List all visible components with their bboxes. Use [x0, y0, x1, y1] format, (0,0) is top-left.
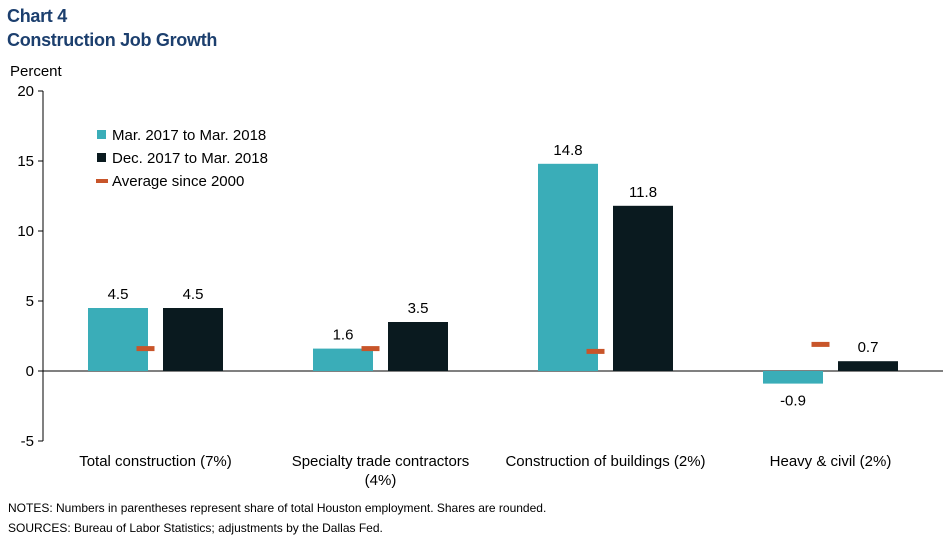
bar-series-1 [763, 371, 823, 384]
data-label: -0.9 [780, 393, 806, 410]
category-label: Heavy & civil (2%) [770, 453, 892, 470]
data-label: 1.6 [333, 327, 354, 344]
y-tick-label: 5 [26, 293, 34, 310]
data-label: 4.5 [183, 286, 204, 303]
data-label: 14.8 [553, 142, 582, 159]
average-marker [361, 346, 380, 352]
average-marker [811, 341, 830, 347]
data-label: 3.5 [408, 300, 429, 317]
bar-series-1 [313, 348, 373, 371]
bar-series-1 [538, 163, 598, 371]
bar-series-1 [88, 308, 148, 371]
chart-number: Chart 4 [7, 6, 67, 26]
y-tick-label: 0 [26, 363, 34, 380]
bar-series-2 [163, 308, 223, 371]
legend-label: Dec. 2017 to Mar. 2018 [112, 150, 268, 167]
legend-swatch-average [96, 179, 108, 183]
legend-swatch [97, 130, 106, 139]
category-label: (4%) [365, 472, 397, 489]
y-tick-label: 20 [17, 83, 34, 100]
data-label: 4.5 [108, 286, 129, 303]
legend-swatch [97, 153, 106, 162]
category-label: Total construction (7%) [79, 453, 232, 470]
average-marker [136, 346, 155, 352]
average-marker [586, 348, 605, 354]
y-tick-label: 15 [17, 153, 34, 170]
bar-series-2 [613, 205, 673, 371]
y-axis-label: Percent [10, 63, 62, 80]
legend-label: Mar. 2017 to Mar. 2018 [112, 127, 266, 144]
y-tick-label: -5 [21, 433, 34, 450]
notes-text: NOTES: Numbers in parentheses represent … [8, 501, 547, 515]
sources-text: SOURCES: Bureau of Labor Statistics; adj… [8, 521, 383, 535]
data-label: 11.8 [629, 184, 657, 201]
bar-series-2 [838, 361, 898, 371]
category-label: Construction of buildings (2%) [505, 453, 705, 470]
chart-title: Construction Job Growth [7, 30, 218, 50]
data-label: 0.7 [858, 339, 879, 356]
y-tick-label: 10 [17, 223, 34, 240]
bar-series-2 [388, 322, 448, 371]
category-label: Specialty trade contractors [292, 453, 470, 470]
legend-label: Average since 2000 [112, 173, 244, 190]
